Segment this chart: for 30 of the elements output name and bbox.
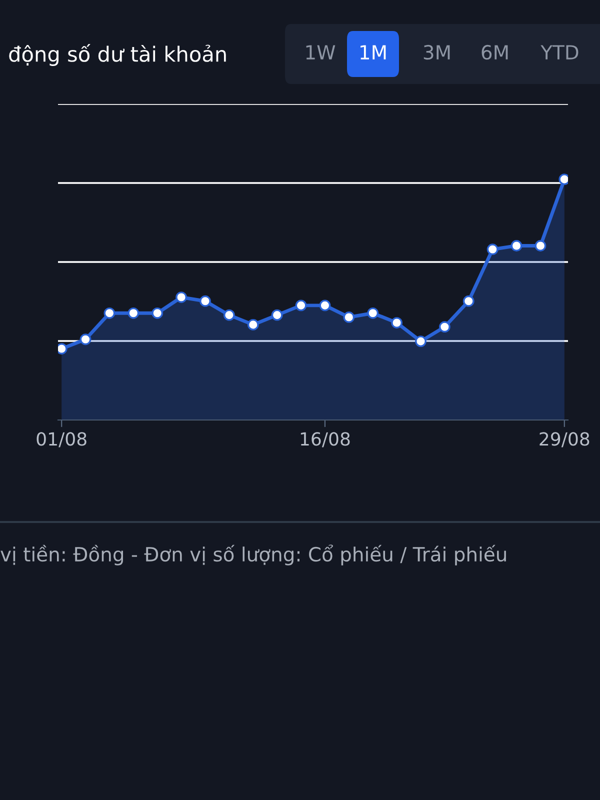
point [104, 307, 116, 319]
text: 3M [424, 44, 450, 60]
point [462, 295, 474, 307]
x-tick-label: 16/08 [300, 432, 350, 448]
chart-title: động số dư tài khoản [9, 44, 226, 66]
x-tick-label: 29/08 [540, 432, 590, 448]
point [486, 244, 498, 256]
point [152, 307, 164, 319]
point [176, 292, 188, 303]
point [415, 336, 426, 347]
point [128, 307, 140, 319]
point [367, 307, 379, 319]
text: 6M [482, 44, 508, 60]
point [295, 300, 307, 312]
point [438, 321, 450, 333]
point [224, 309, 235, 321]
text: vị tiền: Đồng - Đơn vị số lượng: Cổ phiếu / Trái phiếu [0, 544, 506, 566]
point [200, 295, 211, 307]
point [343, 312, 355, 323]
point [271, 309, 283, 321]
x-tick-label: 01/08 [36, 432, 86, 448]
point [534, 240, 546, 252]
text: 1W [306, 45, 336, 60]
point [391, 317, 402, 328]
point [319, 300, 331, 312]
text: 1M [360, 45, 386, 60]
point [247, 319, 259, 330]
point [80, 334, 92, 346]
text: YTD [540, 45, 578, 60]
point [510, 240, 522, 252]
